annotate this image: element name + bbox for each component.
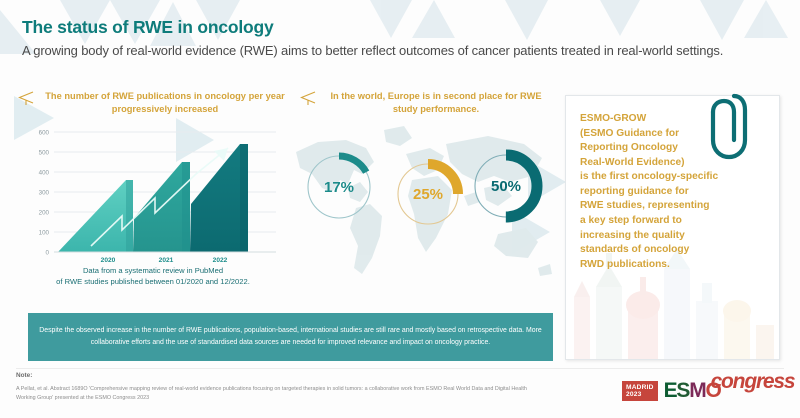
- esmo-letter-e: E: [663, 379, 678, 402]
- chart-callout: The number of RWE publications in oncolo…: [18, 90, 290, 115]
- svg-text:200: 200: [39, 209, 50, 216]
- svg-text:2021: 2021: [159, 257, 174, 264]
- logo-city: MADRID: [626, 383, 654, 391]
- footer-divider: [16, 368, 784, 369]
- page-title: The status of RWE in oncology: [22, 17, 274, 37]
- chart-source-note: Data from a systematic review in PubMed …: [56, 266, 250, 286]
- donut-americas-label: 17%: [323, 178, 355, 196]
- donut-americas: 17%: [300, 148, 378, 226]
- map-callout-text: In the world, Europe is in second place …: [330, 91, 542, 114]
- city-skyline-icon: [574, 249, 774, 359]
- chart-callout-text: The number of RWE publications in oncolo…: [45, 91, 285, 114]
- esmo-grow-card: ESMO-GROW (ESMO Guidance for Reporting O…: [565, 95, 780, 360]
- chart-trend-arrow: [90, 147, 229, 247]
- esmo-letter-m: M: [689, 379, 707, 402]
- donut-europe: 25%: [390, 156, 466, 232]
- svg-text:300: 300: [39, 189, 50, 196]
- summary-bar: Despite the observed increase in the num…: [28, 313, 553, 361]
- world-map-icon: [296, 126, 552, 276]
- flag-pointer-icon: [300, 91, 317, 111]
- esmo-letter-s: S: [676, 379, 690, 402]
- paperclip-icon: [710, 93, 748, 160]
- header: The status of RWE in oncology A growing …: [22, 17, 782, 59]
- svg-text:2020: 2020: [101, 257, 116, 264]
- svg-text:0: 0: [46, 249, 50, 256]
- svg-text:2022: 2022: [213, 257, 228, 264]
- publications-area-chart: 600 500 400 300 200 100 0: [18, 122, 288, 286]
- svg-text:100: 100: [39, 229, 50, 236]
- note-label: Note:: [16, 372, 33, 379]
- logo-year: 2023: [626, 391, 642, 398]
- congress-word: congress: [710, 370, 796, 393]
- donut-europe-label: 25%: [412, 185, 444, 203]
- svg-text:400: 400: [39, 169, 50, 176]
- madrid-year-box: MADRID 2023: [622, 380, 658, 402]
- summary-bar-text: Despite the observed increase in the num…: [39, 326, 542, 346]
- svg-text:500: 500: [39, 149, 50, 156]
- note-body: A Pellat, et al. Abstract 1689O 'Compreh…: [16, 386, 527, 402]
- page-subtitle: A growing body of real-world evidence (R…: [22, 43, 724, 59]
- esmo-letter-o: O: [705, 379, 722, 402]
- flag-pointer-icon: [18, 91, 35, 111]
- donut-asia: 50%: [466, 146, 546, 226]
- map-callout: In the world, Europe is in second place …: [300, 90, 550, 115]
- footer-note: Note: A Pellat, et al. Abstract 1689O 'C…: [16, 372, 536, 403]
- svg-text:600: 600: [39, 129, 50, 136]
- donut-asia-label: 50%: [490, 177, 522, 195]
- esmo-congress-logo: MADRID 2023 E S M O congress: [622, 370, 796, 404]
- esmo-wordmark: E S M O congress: [663, 370, 796, 403]
- chart-x-ticks: 2020 2021 2022: [101, 257, 228, 264]
- chart-area-series: [58, 144, 248, 252]
- world-map-donuts: 17% 25% 50%: [288, 118, 560, 308]
